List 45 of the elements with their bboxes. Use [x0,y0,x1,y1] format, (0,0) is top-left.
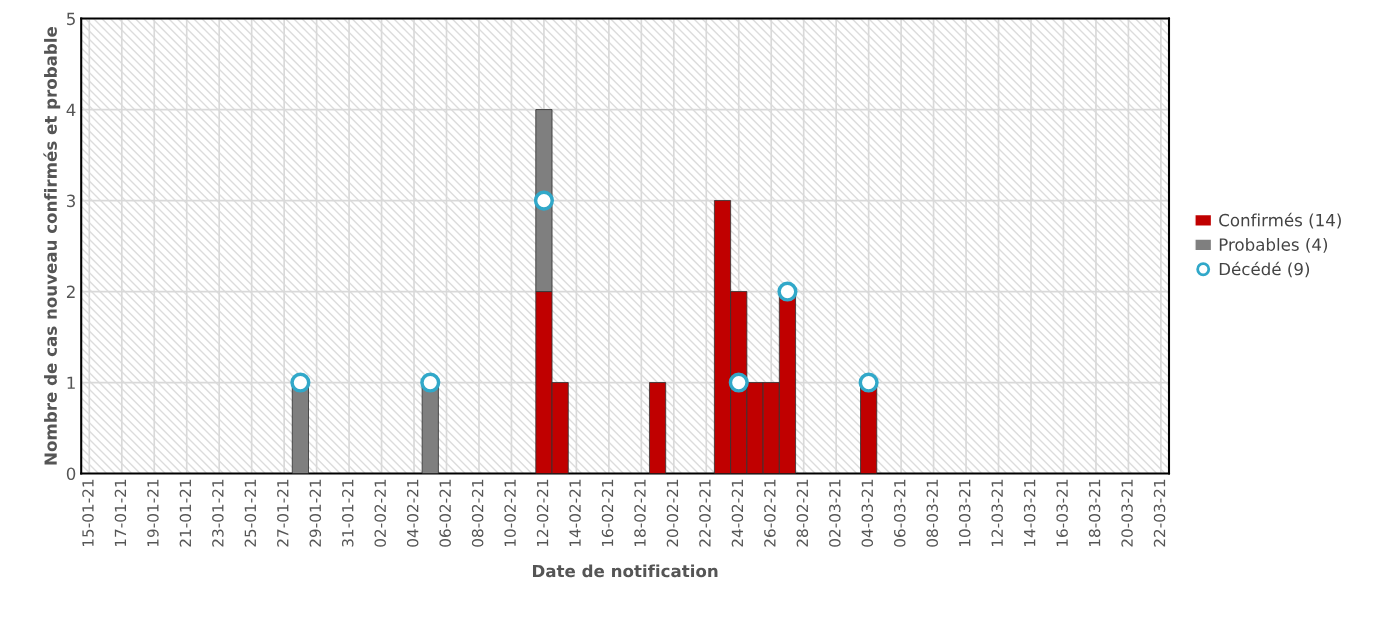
x-tick-label: 19-01-21 [147,479,159,547]
x-tick-label: 08-02-21 [471,479,484,547]
x-tick-label: 02-03-21 [829,479,841,547]
x-tick-label: 12-02-21 [536,479,549,547]
x-tick-label: 15-01-21 [82,479,94,547]
x-tick-label: 14-02-21 [569,479,581,547]
x-tick-label: 02-02-21 [374,479,386,547]
x-tick-label: 28-02-21 [796,479,809,547]
x-tick-label: 17-01-21 [114,479,127,547]
y-tick-label: 3 [67,194,75,208]
y-tick-label: 0 [66,467,76,481]
x-tick-label: 10-03-21 [958,479,971,547]
x-tick-label: 14-03-21 [1023,479,1036,547]
y-tick-label: 4 [66,103,76,116]
x-tick-label: 04-02-21 [406,479,419,547]
x-tick-label: 24-02-21 [731,479,744,547]
x-tick-label: 16-03-21 [1056,479,1068,547]
y-axis-title: Nombre de cas nouveau confirmés et probable [43,26,61,465]
x-tick-label: 08-03-21 [926,479,939,547]
x-tick-label: 31-01-21 [341,479,354,547]
x-tick-label: 26-02-21 [764,479,776,547]
x-tick-label: 22-03-21 [1153,479,1166,547]
x-tick-label: 20-03-21 [1121,479,1133,547]
x-tick-label: 18-03-21 [1088,479,1101,547]
y-tick-label: 2 [66,285,75,298]
x-tick-label: 25-01-21 [244,479,257,547]
x-tick-label: 06-03-21 [893,479,906,547]
x-tick-label: 21-01-21 [179,479,192,547]
x-tick-label: 10-02-21 [504,479,516,547]
x-tick-label: 06-02-21 [439,479,451,547]
legend-label: Confirmés (14) [1219,212,1341,229]
x-tick-label: 16-02-21 [601,479,614,547]
x-tick-label: 18-02-21 [634,479,646,547]
y-tick-label: 1 [67,376,75,389]
legend-label: Probables (4) [1219,237,1328,253]
x-tick-label: 20-02-21 [666,479,679,547]
x-tick-label: 27-01-21 [277,479,289,547]
x-tick-label: 29-01-21 [309,479,322,547]
x-tick-label: 04-03-21 [861,479,874,547]
x-tick-label: 23-01-21 [212,479,224,547]
legend-label: Décédé (9) [1219,261,1310,278]
x-tick-label: 22-02-21 [699,479,711,547]
x-tick-label: 12-03-21 [991,479,1003,547]
x-axis-title: Date de notification [532,564,718,578]
y-tick-label: 5 [67,12,75,26]
